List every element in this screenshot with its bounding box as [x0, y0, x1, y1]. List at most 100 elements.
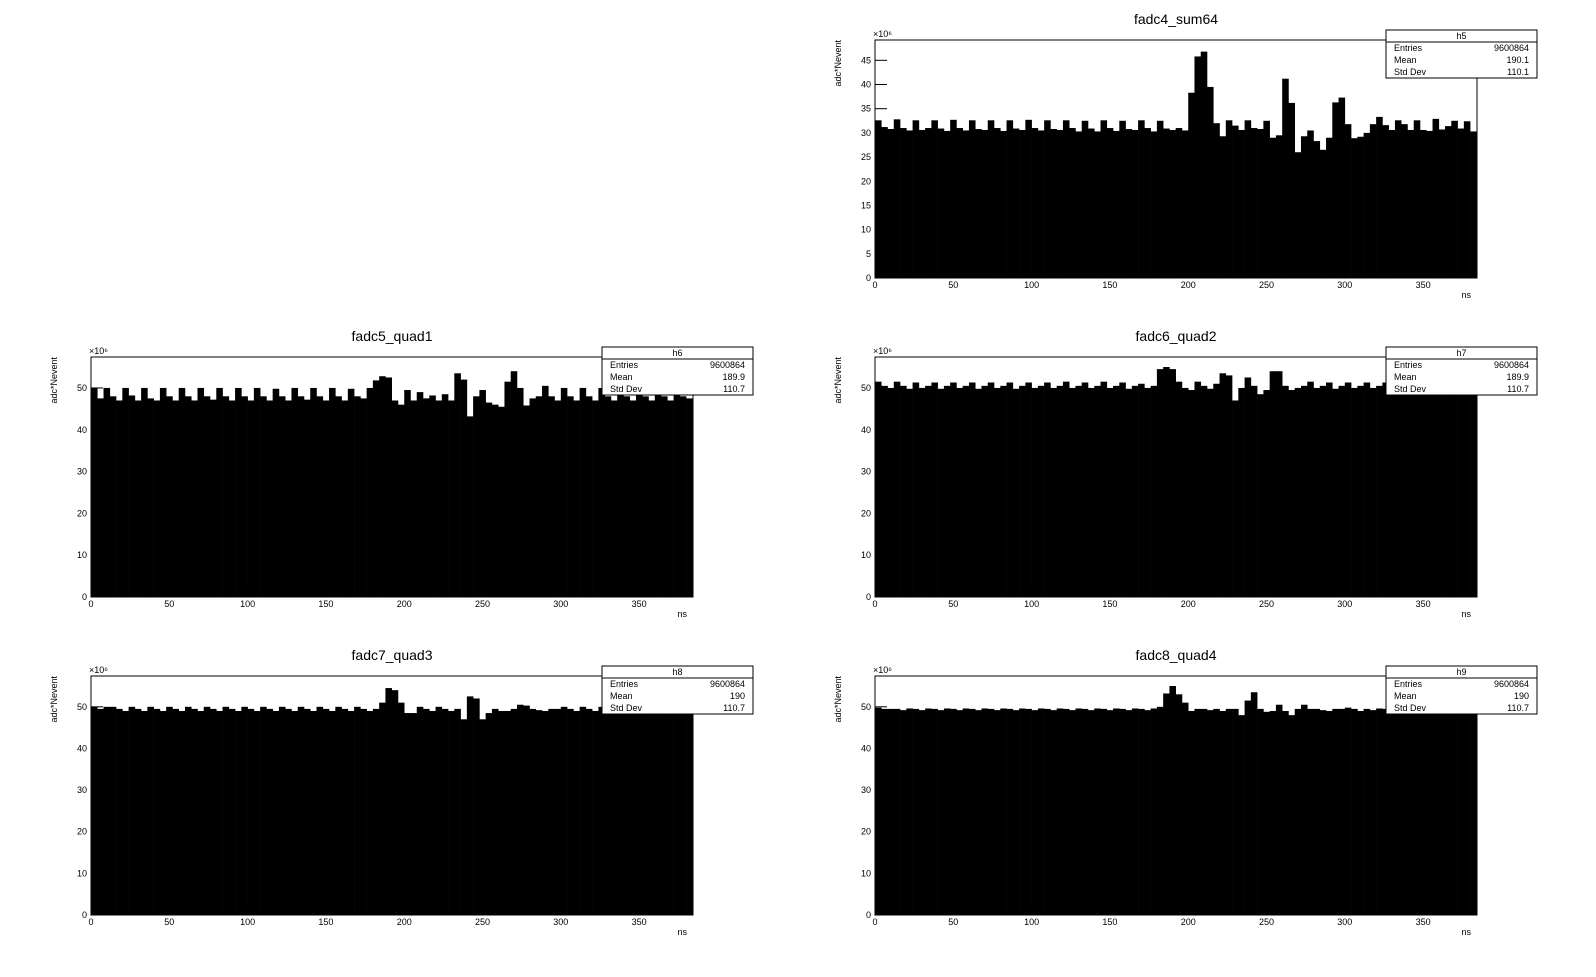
- histogram-bar: [962, 385, 970, 597]
- histogram-bar: [1388, 710, 1396, 915]
- histogram-bar: [1062, 120, 1070, 278]
- histogram-bar: [1044, 382, 1051, 597]
- histogram-bar: [1357, 710, 1364, 915]
- y-tick-label: 0: [866, 592, 871, 602]
- y-tick-label: 30: [861, 467, 871, 477]
- x-tick-label: 300: [553, 917, 568, 927]
- y-tick-label: 30: [861, 785, 871, 795]
- histogram-bar: [1438, 382, 1446, 597]
- histogram-bar: [1081, 120, 1089, 279]
- histogram-bar: [1413, 385, 1421, 597]
- histogram-bar: [316, 706, 324, 915]
- x-axis-label: ns: [1461, 609, 1471, 619]
- histogram-bar: [498, 406, 505, 597]
- stats-box: [1385, 346, 1538, 396]
- histogram-bar: [303, 708, 311, 915]
- x-tick-label: 150: [318, 917, 333, 927]
- histogram-bar: [1213, 123, 1220, 279]
- histogram-bar: [554, 708, 562, 915]
- histogram-bar: [648, 400, 656, 597]
- x-tick-label: 200: [397, 917, 412, 927]
- histogram-bar: [479, 390, 486, 597]
- histogram-bar: [184, 706, 192, 915]
- histogram-bar: [887, 129, 895, 278]
- histogram-bar: [1087, 387, 1095, 597]
- histogram-bar: [1282, 710, 1289, 915]
- histogram-bar: [1050, 710, 1057, 915]
- histogram-bar: [479, 719, 486, 915]
- histogram-bar: [1269, 137, 1277, 278]
- x-axis-label: ns: [677, 927, 687, 937]
- y-tick-label: 40: [861, 80, 871, 90]
- histogram-bar: [1100, 381, 1108, 597]
- histogram-bar: [1156, 706, 1164, 915]
- histogram-bar: [1106, 387, 1114, 597]
- histogram-bar: [579, 387, 587, 597]
- histogram-bar: [1351, 708, 1358, 915]
- histogram-bar: [1094, 708, 1101, 915]
- histogram-bar: [1438, 129, 1446, 278]
- x-tick-label: 150: [318, 599, 333, 609]
- histogram-bar: [1100, 708, 1108, 915]
- x-tick-label: 50: [164, 599, 174, 609]
- histogram-bar: [542, 710, 549, 915]
- histogram-bar: [1445, 126, 1452, 279]
- histogram-bar: [235, 710, 242, 915]
- histogram-bar: [1144, 710, 1151, 915]
- histogram-bar: [1238, 715, 1245, 915]
- histogram-bar: [322, 708, 330, 915]
- stats-name: h5: [1456, 31, 1466, 41]
- histogram-bar: [1445, 387, 1452, 597]
- y-tick-label: 20: [861, 508, 871, 518]
- stats-label: Entries: [610, 360, 639, 370]
- histogram-bar: [673, 390, 681, 597]
- y-tick-label: 35: [861, 104, 871, 114]
- histogram-bar: [585, 708, 593, 915]
- y-tick-label: 50: [77, 702, 87, 712]
- histogram-bar: [994, 387, 1001, 597]
- histogram-bar: [360, 398, 367, 597]
- histogram-bar: [153, 708, 161, 915]
- histogram-bar: [937, 128, 945, 278]
- histogram-bar: [203, 706, 211, 915]
- histogram-bar: [153, 400, 161, 597]
- y-tick-label: 25: [861, 152, 871, 162]
- histogram-bar: [893, 708, 901, 915]
- histogram-bar: [473, 396, 480, 597]
- histogram-bar: [1213, 383, 1220, 597]
- histogram-bar: [1394, 120, 1402, 278]
- histogram-bar: [962, 708, 970, 915]
- histogram-bar: [222, 706, 230, 915]
- histogram-bar: [1376, 385, 1383, 597]
- histogram-bar: [1257, 708, 1264, 915]
- x-tick-label: 100: [1024, 917, 1039, 927]
- x-tick-label: 350: [632, 917, 647, 927]
- histogram-bar: [1194, 381, 1202, 597]
- histogram-bar: [228, 400, 236, 597]
- histogram-bar: [210, 399, 217, 597]
- histogram-bar: [567, 708, 574, 915]
- y-multiplier: ×10⁶: [873, 346, 892, 356]
- histogram-bar: [1357, 385, 1364, 597]
- histogram-bar: [278, 396, 286, 597]
- histogram-bar: [1470, 708, 1477, 915]
- histogram-bar: [1006, 120, 1014, 278]
- histogram-bar: [975, 388, 982, 597]
- histogram-bar: [291, 387, 299, 597]
- stats-label: Entries: [1394, 43, 1423, 53]
- histogram-bar: [987, 708, 995, 915]
- histogram-bar: [134, 708, 142, 915]
- histogram-bar: [322, 400, 330, 597]
- y-tick-label: 0: [866, 273, 871, 283]
- histogram-bar: [1244, 700, 1252, 915]
- x-tick-label: 50: [948, 917, 958, 927]
- histogram-bar: [1163, 128, 1170, 278]
- y-multiplier: ×10⁶: [873, 29, 892, 39]
- histogram-bar: [1037, 708, 1045, 915]
- histogram-bar: [335, 706, 342, 915]
- histogram-bar: [1150, 708, 1158, 915]
- histogram-bar: [1313, 708, 1321, 915]
- histogram-bar: [1307, 381, 1314, 597]
- histogram-bar: [1257, 394, 1264, 597]
- histogram-bar: [435, 400, 443, 597]
